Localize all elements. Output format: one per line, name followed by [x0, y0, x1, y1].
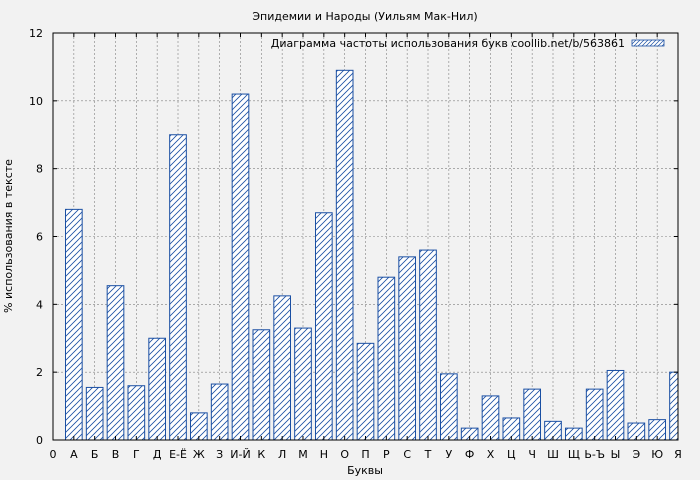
bar-Я [669, 371, 679, 441]
x-tick-label: А [70, 448, 78, 461]
x-tick-label: З [216, 448, 223, 461]
y-tick-label: 4 [36, 298, 43, 311]
x-tick-label: Ы [611, 448, 621, 461]
bar-У [440, 373, 458, 441]
x-tick-label: Э [632, 448, 640, 461]
bar-Ж [190, 412, 208, 441]
x-tick-label: Н [320, 448, 328, 461]
grid [53, 33, 678, 440]
x-tick-label: И-Й [230, 448, 250, 461]
bar-Д [148, 337, 166, 441]
y-tick-label: 12 [29, 27, 43, 40]
x-tick-label: Я [674, 448, 682, 461]
bar-Ч [523, 388, 541, 441]
bar-Л [273, 295, 292, 441]
y-tick-label: 10 [29, 95, 43, 108]
bar-В [106, 285, 125, 441]
x-axis-label: Буквы [347, 464, 383, 477]
bar-Г [127, 385, 146, 441]
bar-Х [481, 395, 500, 441]
x-tick-label: К [257, 448, 265, 461]
bar-К [252, 329, 271, 441]
bar-П [356, 342, 375, 441]
x-tick-label: Г [133, 448, 140, 461]
x-tick-label: Т [424, 448, 432, 461]
bar-З [210, 383, 229, 441]
x-tick-label: Е-Ё [169, 448, 187, 461]
x-tick-label: Ю [651, 448, 663, 461]
y-tick-label: 0 [36, 434, 43, 447]
x-axis-ticks: 0 А Б В Г Д Е-Ё Ж З И-Й К Л М Н О П Р С Т У Ф Х Ц Ч Ш Щ Ь-Ъ Ы Э Ю Я [50, 33, 682, 461]
y-tick-label: 2 [36, 366, 43, 379]
x-tick-label: Щ [568, 448, 580, 461]
bar-С [398, 256, 417, 441]
x-tick-label: О [340, 448, 349, 461]
y-tick-label: 6 [36, 231, 43, 244]
x-tick-label: В [112, 448, 120, 461]
x-tick-label: Р [383, 448, 390, 461]
x-tick-label: 0 [50, 448, 57, 461]
bar-Т [419, 249, 437, 441]
bar-И-Й [231, 93, 250, 441]
x-tick-label: Ш [547, 448, 559, 461]
x-tick-label: Ц [507, 448, 516, 461]
x-tick-label: С [403, 448, 411, 461]
x-tick-label: У [445, 448, 452, 461]
x-tick-label: Ч [528, 448, 536, 461]
bar-М [294, 327, 312, 441]
legend-swatch [631, 39, 665, 47]
chart-title: Эпидемии и Народы (Уильям Мак-Нил) [252, 10, 477, 23]
bar-Б [85, 386, 104, 441]
bar-Р [377, 276, 396, 441]
x-tick-label: Х [487, 448, 495, 461]
bar-Ы [606, 369, 625, 441]
x-tick-label: П [361, 448, 369, 461]
y-tick-label: 8 [36, 163, 43, 176]
bar-Е-Ё [169, 134, 187, 441]
x-tick-label: Ь-Ъ [584, 448, 605, 461]
x-tick-label: Ф [465, 448, 474, 461]
x-tick-label: Ж [193, 448, 205, 461]
x-tick-label: Д [153, 448, 162, 461]
x-tick-label: Б [91, 448, 99, 461]
bar-О [335, 69, 354, 441]
bar-А [65, 208, 83, 441]
bar-Ь-Ъ [585, 388, 604, 441]
y-axis-ticks: 0 2 4 6 8 10 12 [29, 27, 678, 447]
bar-Н [315, 212, 333, 441]
legend-label: Диаграмма частоты использования букв coo… [271, 37, 625, 50]
x-tick-label: Л [278, 448, 286, 461]
x-tick-label: М [298, 448, 308, 461]
y-axis-label: % использования в тексте [2, 159, 15, 313]
legend: Диаграмма частоты использования букв coo… [271, 37, 665, 50]
